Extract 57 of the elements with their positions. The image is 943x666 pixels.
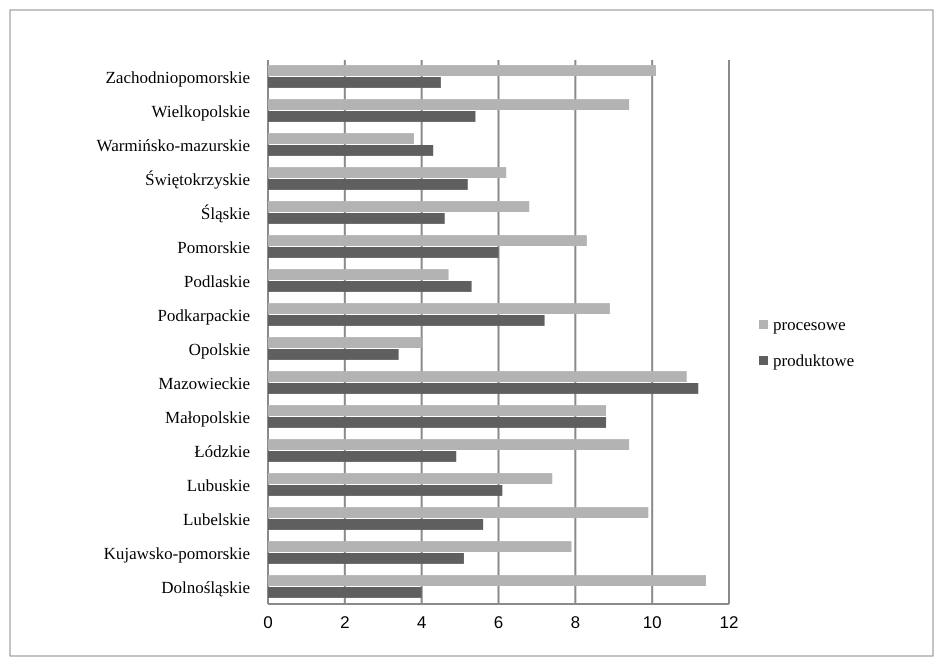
x-tick-label: 2 [340, 613, 350, 632]
bar [268, 201, 530, 212]
bar [268, 145, 434, 156]
y-tick-label: Lubuskie [186, 476, 250, 495]
y-tick-label: Podkarpackie [157, 306, 250, 325]
bar [268, 485, 502, 496]
bar [268, 451, 456, 462]
y-tick-label: Mazowieckie [158, 374, 250, 393]
bar [268, 167, 506, 178]
bar [268, 349, 399, 360]
y-tick-label: Lubelskie [182, 510, 250, 529]
bar [268, 383, 698, 394]
y-tick-label: Wielkopolskie [152, 102, 250, 121]
bar [268, 439, 630, 450]
x-tick-label: 0 [263, 613, 273, 632]
bar [268, 315, 545, 326]
bar [268, 587, 422, 598]
y-tick-label: Łódzkie [194, 442, 250, 461]
bar [268, 575, 706, 586]
legend-label: procesowe [773, 315, 846, 334]
bar [268, 133, 414, 144]
bar [268, 405, 606, 416]
y-tick-label: Małopolskie [165, 408, 250, 427]
bar [268, 65, 656, 76]
y-tick-label: Kujawsko-pomorskie [104, 544, 250, 563]
y-tick-label: Dolnośląskie [161, 578, 250, 597]
bar [268, 269, 449, 280]
y-tick-label: Śląskie [200, 204, 250, 223]
y-tick-label: Warmińsko-mazurskie [96, 136, 250, 155]
x-tick-label: 10 [642, 613, 662, 632]
bar [268, 303, 610, 314]
bar [268, 111, 476, 122]
y-tick-label: Świętokrzyskie [145, 170, 250, 189]
y-tick-label: Pomorskie [177, 238, 250, 257]
y-tick-label: Opolskie [188, 340, 250, 359]
y-tick-label: Podlaskie [184, 272, 250, 291]
bar [268, 507, 648, 518]
legend-label: produktowe [773, 351, 854, 370]
bar [268, 179, 468, 190]
bar [268, 417, 606, 428]
bar [268, 77, 441, 88]
bar [268, 99, 630, 110]
x-tick-label: 12 [720, 613, 738, 632]
bar [268, 473, 552, 484]
bar [268, 541, 572, 552]
bar [268, 371, 687, 382]
bar [268, 213, 445, 224]
bar [268, 519, 484, 530]
bar [268, 247, 498, 258]
bar [268, 235, 587, 246]
x-tick-label: 6 [494, 613, 504, 632]
x-tick-label: 8 [570, 613, 580, 632]
bar [268, 281, 472, 292]
bar [268, 337, 422, 348]
y-tick-label: Zachodniopomorskie [106, 68, 250, 87]
bar [268, 553, 464, 564]
x-tick-label: 4 [416, 613, 426, 632]
